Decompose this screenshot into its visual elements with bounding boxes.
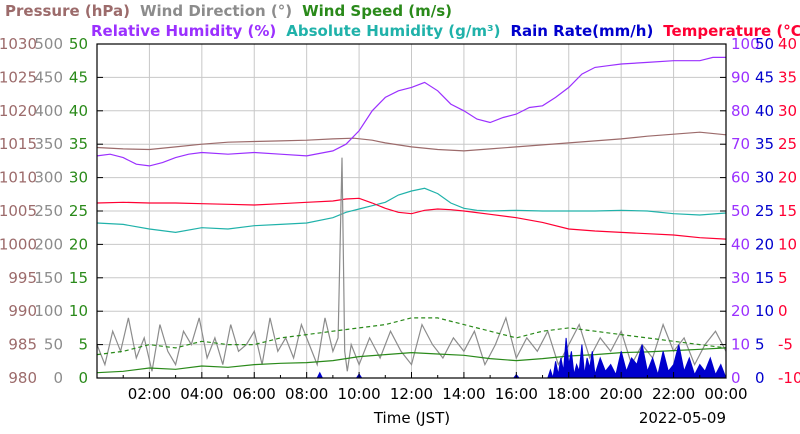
series-wind-direction [96, 157, 727, 372]
x-tick-label: 08:00 [285, 385, 328, 403]
y-tick-pressure: 1015 [0, 135, 37, 153]
series-pressure-hpa [96, 131, 727, 152]
y-tick-pressure: 1000 [0, 235, 37, 253]
y-tick-rain: 20 [755, 235, 774, 253]
y-tick-wind-speed: 15 [69, 269, 88, 287]
y-tick-rain: 40 [755, 102, 774, 120]
y-tick-wind-direction: 350 [34, 135, 63, 153]
y-tick-rain: 15 [755, 269, 774, 287]
y-tick-wind-direction: 250 [34, 202, 63, 220]
y-tick-wind-direction: 50 [44, 336, 63, 354]
y-tick-humidity: 10 [731, 336, 750, 354]
y-tick-temperature: 35 [778, 68, 797, 86]
y-tick-rain: 25 [755, 202, 774, 220]
y-tick-rain: 50 [755, 35, 774, 53]
x-axis-label: Time (JST) [373, 409, 450, 427]
y-tick-temperature: 15 [778, 202, 797, 220]
y-tick-wind-speed: 0 [78, 369, 88, 387]
y-tick-rain: 45 [755, 68, 774, 86]
legend-entry: Pressure (hPa) [5, 2, 130, 20]
y-tick-humidity: 40 [731, 235, 750, 253]
y-tick-pressure: 1025 [0, 68, 37, 86]
y-tick-pressure: 980 [8, 369, 37, 387]
y-tick-wind-direction: 200 [34, 235, 63, 253]
x-tick-label: 04:00 [180, 385, 223, 403]
y-tick-wind-direction: 450 [34, 68, 63, 86]
legend-entry: Rain Rate(mm/h) [510, 22, 653, 40]
legend-entry: Wind Direction (°) [140, 2, 292, 20]
y-tick-pressure: 985 [8, 336, 37, 354]
x-tick-label: 10:00 [337, 385, 380, 403]
y-tick-temperature: 40 [778, 35, 797, 53]
x-tick-label: 00:00 [704, 385, 747, 403]
y-tick-pressure: 1005 [0, 202, 37, 220]
x-tick-label: 06:00 [233, 385, 276, 403]
ticks: 02:00 04:00 06:00 08:00 10:00 12:00 14:00 16:00… [0, 35, 800, 403]
y-tick-wind-direction: 0 [53, 369, 63, 387]
y-tick-rain: 30 [755, 169, 774, 187]
series-absolute-humidity-g-m [96, 187, 727, 234]
y-tick-wind-speed: 5 [78, 336, 88, 354]
y-tick-wind-speed: 10 [69, 302, 88, 320]
legend-entry: Wind Speed (m/s) [302, 2, 452, 20]
y-tick-pressure: 1030 [0, 35, 37, 53]
y-tick-humidity: 80 [731, 102, 750, 120]
y-tick-temperature: 20 [778, 169, 797, 187]
y-tick-temperature: 10 [778, 235, 797, 253]
y-tick-pressure: 990 [8, 302, 37, 320]
y-tick-wind-speed: 40 [69, 102, 88, 120]
y-tick-humidity: 70 [731, 135, 750, 153]
y-tick-rain: 0 [755, 369, 765, 387]
y-tick-temperature: 5 [778, 269, 788, 287]
y-tick-rain: 10 [755, 302, 774, 320]
y-tick-temperature: 0 [778, 302, 788, 320]
y-tick-humidity: 20 [731, 302, 750, 320]
y-tick-wind-speed: 30 [69, 169, 88, 187]
y-tick-humidity: 60 [731, 169, 750, 187]
y-tick-wind-speed: 50 [69, 35, 88, 53]
x-tick-label: 02:00 [128, 385, 171, 403]
y-tick-wind-direction: 100 [34, 302, 63, 320]
legend-entry: Temperature (°C) [663, 22, 800, 40]
series-temperature-c [96, 197, 727, 240]
series-relative-humidity [96, 56, 726, 167]
y-tick-temperature: -10 [778, 369, 800, 387]
y-tick-rain: 35 [755, 135, 774, 153]
y-tick-wind-speed: 45 [69, 68, 88, 86]
x-tick-label: 14:00 [442, 385, 485, 403]
y-tick-temperature: 30 [778, 102, 797, 120]
x-tick-label: 20:00 [600, 385, 643, 403]
y-tick-pressure: 995 [8, 269, 37, 287]
y-tick-temperature: -5 [778, 336, 793, 354]
y-tick-temperature: 25 [778, 135, 797, 153]
x-tick-label: 12:00 [390, 385, 433, 403]
y-tick-wind-speed: 25 [69, 202, 88, 220]
y-tick-wind-direction: 400 [34, 102, 63, 120]
y-tick-wind-direction: 500 [34, 35, 63, 53]
date-label: 2022-05-09 [639, 409, 726, 427]
legend: Pressure (hPa) Wind Direction (°) Wind Spe… [5, 2, 800, 40]
y-tick-wind-direction: 300 [34, 169, 63, 187]
legend-entry: Relative Humidity (%) [91, 22, 276, 40]
y-tick-humidity: 50 [731, 202, 750, 220]
series-wind-speed-gust-m-s [96, 317, 727, 356]
y-tick-humidity: 100 [731, 35, 760, 53]
y-tick-humidity: 0 [731, 369, 741, 387]
y-tick-humidity: 30 [731, 269, 750, 287]
x-tick-label: 16:00 [495, 385, 538, 403]
y-tick-wind-speed: 35 [69, 135, 88, 153]
y-tick-pressure: 1010 [0, 169, 37, 187]
y-tick-rain: 5 [755, 336, 765, 354]
x-tick-label: 18:00 [547, 385, 590, 403]
y-tick-pressure: 1020 [0, 102, 37, 120]
x-tick-label: 22:00 [652, 385, 695, 403]
y-tick-humidity: 90 [731, 68, 750, 86]
legend-entry: Absolute Humidity (g/m³) [286, 22, 500, 40]
y-tick-wind-speed: 20 [69, 235, 88, 253]
plot-series [96, 56, 727, 379]
y-tick-wind-direction: 150 [34, 269, 63, 287]
